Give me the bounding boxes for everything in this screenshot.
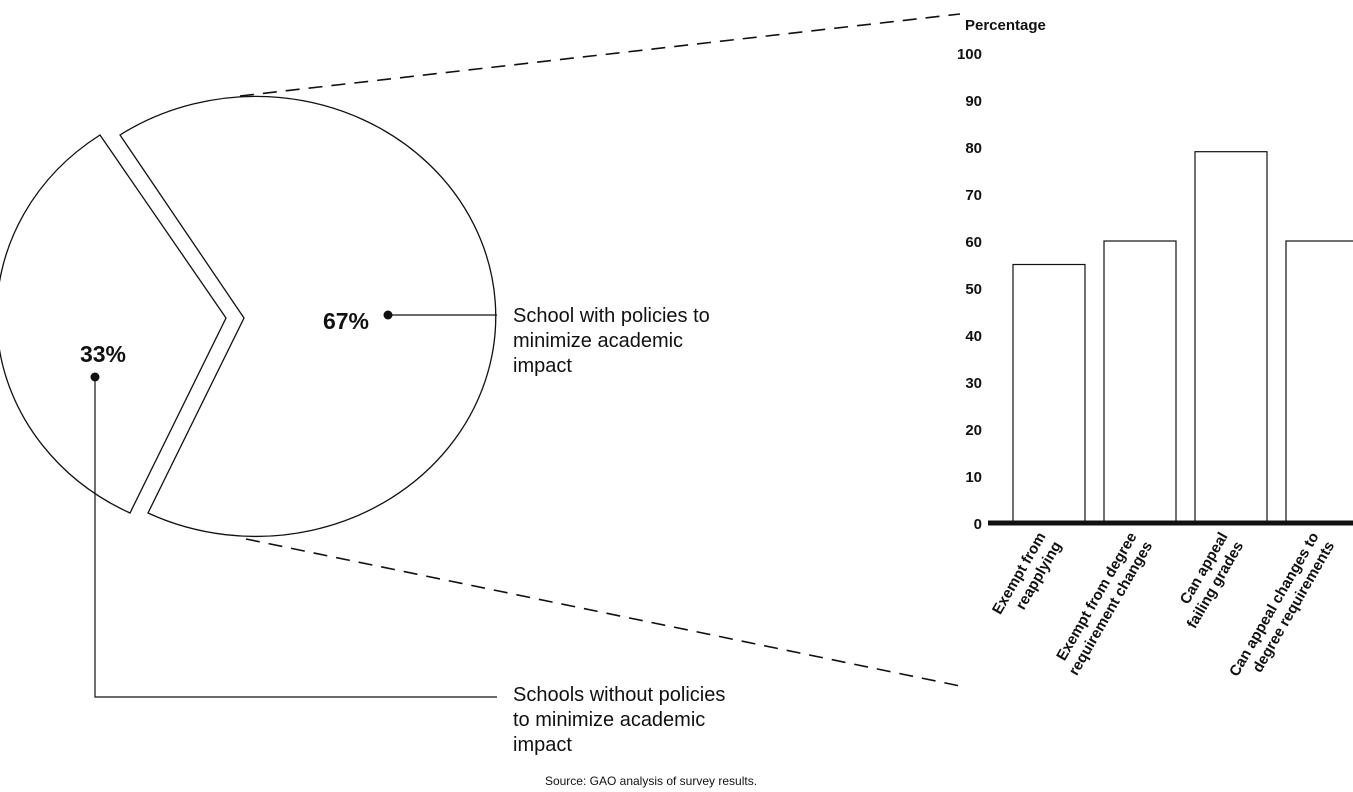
y-tick-label: 80 xyxy=(965,140,982,157)
pie-leader-without-policies xyxy=(94,377,497,698)
pie-slice-label-without-policies: Schools without policies to minimize aca… xyxy=(513,684,731,756)
y-axis-ticks: 0 10 20 30 40 50 60 70 80 90 100 xyxy=(957,46,982,533)
bar xyxy=(1012,263,1086,524)
source-note: Source: GAO analysis of survey results. xyxy=(545,774,757,788)
bars xyxy=(1012,151,1353,524)
pie-slice-with-policies xyxy=(119,95,497,538)
bar xyxy=(1285,240,1353,524)
y-tick-label: 50 xyxy=(965,281,982,298)
y-tick-label: 90 xyxy=(965,93,982,110)
bar xyxy=(1103,240,1177,524)
pie-value-label-without-policies: 33% xyxy=(80,341,126,367)
x-tick-label: Exempt fromreapplying xyxy=(989,530,1065,627)
y-tick-label: 30 xyxy=(965,375,982,392)
pie-slice-without-policies xyxy=(0,134,227,514)
zoom-connector-top xyxy=(239,13,961,97)
bar xyxy=(1194,151,1268,524)
y-tick-label: 0 xyxy=(974,516,982,533)
x-tick-label: Can appealfailing grades xyxy=(1168,530,1247,632)
y-tick-label: 100 xyxy=(957,46,982,63)
x-tick-label: Exempt from degreerequirement changes xyxy=(1050,530,1156,679)
pie-value-label-with-policies: 67% xyxy=(323,308,369,334)
y-tick-label: 60 xyxy=(965,234,982,251)
y-tick-label: 10 xyxy=(965,469,982,486)
bar-chart: Percentage 0 10 20 30 40 50 60 70 80 90 100 Exempt… xyxy=(957,17,1353,680)
pie-chart xyxy=(0,95,497,538)
y-axis-title: Percentage xyxy=(965,17,1046,34)
pie-slice-label-with-policies: School with policies to minimize academi… xyxy=(513,305,715,377)
y-tick-label: 20 xyxy=(965,422,982,439)
zoom-connector-bottom xyxy=(245,538,961,687)
y-tick-label: 70 xyxy=(965,187,982,204)
y-tick-label: 40 xyxy=(965,328,982,345)
